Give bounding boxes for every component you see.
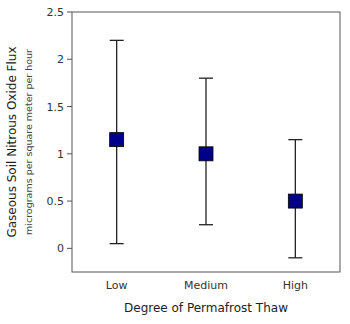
x-tick-label: High bbox=[283, 279, 308, 292]
y-tick bbox=[67, 248, 72, 249]
mean-marker bbox=[199, 147, 213, 161]
y-tick-label: 0.5 bbox=[47, 195, 65, 208]
error-bar bbox=[110, 40, 124, 243]
y-axis: 0 0.5 1 1.5 2 2.5 bbox=[47, 6, 73, 255]
y-tick bbox=[67, 153, 72, 154]
chart-container: 0 0.5 1 1.5 2 2.5 Low Medium High Degree of Perma… bbox=[0, 0, 350, 324]
y-tick-label: 2 bbox=[57, 53, 64, 66]
y-tick-label: 1.5 bbox=[47, 101, 65, 114]
x-axis-label: Degree of Permafrost Thaw bbox=[124, 301, 288, 315]
plot-frame bbox=[72, 12, 340, 272]
y-tick-label: 0 bbox=[57, 242, 64, 255]
x-tick-label: Medium bbox=[184, 279, 228, 292]
y-tick-label: 1 bbox=[57, 148, 64, 161]
x-tick-label: Low bbox=[106, 279, 128, 292]
mean-marker bbox=[110, 133, 124, 147]
y-tick bbox=[67, 59, 72, 60]
y-axis-sublabel: micrograms per square meter per hour bbox=[23, 49, 34, 235]
mean-marker bbox=[288, 194, 302, 208]
error-bar bbox=[199, 78, 213, 225]
y-tick bbox=[67, 12, 72, 13]
chart: 0 0.5 1 1.5 2 2.5 Low Medium High Degree of Perma… bbox=[0, 0, 350, 324]
error-bar bbox=[288, 140, 302, 258]
x-axis: Low Medium High bbox=[106, 279, 308, 292]
y-tick-label: 2.5 bbox=[47, 6, 65, 19]
y-tick bbox=[67, 106, 72, 107]
y-tick bbox=[67, 201, 72, 202]
plot-area bbox=[110, 40, 303, 257]
y-axis-label: Gaseous Soil Nitrous Oxide Flux bbox=[5, 46, 19, 237]
